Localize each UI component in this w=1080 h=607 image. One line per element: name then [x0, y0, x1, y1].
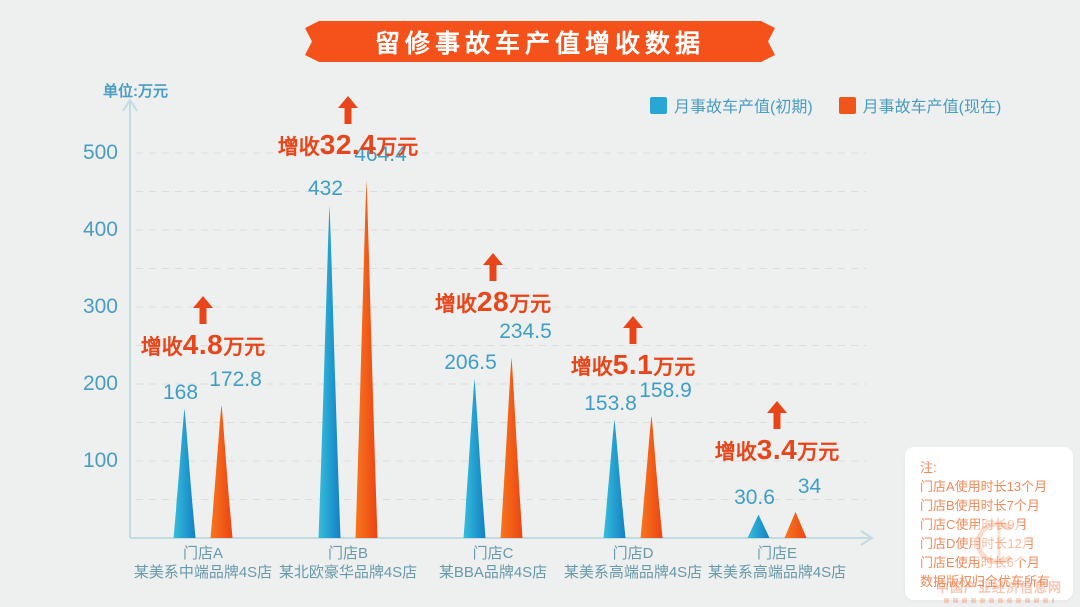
- x-label-name-1: 门店B: [327, 545, 369, 562]
- increase-arrow-icon-3: [623, 316, 643, 344]
- increase-arrow-icon-4: [767, 401, 787, 429]
- spike-current-1: [355, 180, 378, 539]
- annotation-pre-3: 增收: [570, 356, 613, 379]
- legend-item-initial: 月事故车产值(初期): [650, 93, 813, 117]
- x-axis-arrow-icon: [860, 530, 874, 546]
- note-line-1: 门店B使用时长7个月: [920, 498, 1040, 513]
- legend-item-current: 月事故车产值(现在): [838, 93, 1002, 117]
- increase-annotation-4: 增收 3.4 万元: [715, 434, 839, 466]
- value-label-initial-0: 168: [162, 380, 199, 404]
- value-label-initial-4: 30.6: [734, 486, 775, 510]
- increase-annotation-2: 增收 28 万元: [435, 286, 551, 318]
- x-label-desc-0: 某美系中端品牌4S店: [133, 564, 273, 581]
- x-label-desc-2: 某BBA品牌4S店: [438, 564, 548, 581]
- annotation-suf-3: 万元: [653, 356, 696, 379]
- y-tick-label: 200: [82, 372, 118, 395]
- increase-arrow-icon-1: [338, 96, 358, 124]
- spike-current-0: [210, 404, 233, 538]
- increase-arrow-icon-2: [483, 253, 503, 281]
- note-box: 注: 门店A使用时长13个月 门店B使用时长7个月 门店C使用时长9月 门店D使用时长…: [905, 447, 1073, 600]
- note-line-5: 数据版权归全优车所有: [920, 574, 1051, 589]
- value-label-initial-1: 432: [307, 177, 344, 201]
- annotation-suf-2: 万元: [509, 293, 552, 316]
- y-axis-arrow-icon: [122, 98, 138, 112]
- annotation-num-2: 28: [476, 286, 510, 317]
- legend-label-current: 月事故车产值(现在): [862, 99, 1002, 116]
- spike-initial-1: [318, 205, 341, 539]
- legend-swatch-current-icon: [838, 96, 856, 114]
- value-label-current-3: 158.9: [639, 378, 692, 402]
- y-tick-label: 100: [82, 449, 118, 472]
- legend-label-initial: 月事故车产值(初期): [674, 99, 813, 116]
- value-label-current-1: 464.4: [354, 143, 407, 167]
- annotation-num-4: 3.4: [756, 434, 798, 465]
- legend-swatch-initial-icon: [650, 96, 667, 114]
- increase-annotation-1: 增收 32.4 万元: [278, 129, 419, 161]
- x-label-name-4: 门店E: [756, 545, 798, 562]
- annotation-num-1: 32.4: [319, 129, 377, 160]
- value-label-current-4: 34: [797, 474, 822, 498]
- y-axis-unit-label: 单位:万元: [103, 83, 168, 100]
- value-label-current-0: 172.8: [209, 367, 262, 391]
- annotation-pre-1: 增收: [277, 136, 320, 159]
- note-line-2: 门店C使用时长9月: [920, 517, 1028, 532]
- annotation-suf-1: 万元: [376, 136, 419, 159]
- x-label-desc-1: 某北欧豪华品牌4S店: [278, 564, 418, 581]
- x-label-name-2: 门店C: [472, 545, 514, 562]
- y-tick-label: 400: [82, 218, 118, 241]
- annotation-num-3: 5.1: [612, 349, 654, 380]
- spike-initial-3: [603, 419, 626, 538]
- spike-initial-4: [747, 514, 770, 538]
- annotation-suf-0: 万元: [223, 336, 266, 359]
- annotation-pre-4: 增收: [714, 441, 757, 464]
- value-label-initial-2: 206.5: [444, 350, 497, 374]
- chart-legend: 月事故车产值(初期) 月事故车产值(现在): [650, 93, 1001, 117]
- increase-arrow-icon-0: [193, 296, 213, 324]
- x-label-name-3: 门店D: [612, 545, 654, 562]
- annotation-pre-0: 增收: [140, 336, 183, 359]
- x-label-desc-4: 某美系高端品牌4S店: [707, 564, 847, 581]
- x-label-name-0: 门店A: [182, 545, 224, 562]
- annotation-pre-2: 增收: [434, 293, 477, 316]
- spike-current-2: [500, 357, 523, 538]
- title-banner: 留修事故车产值增收数据: [305, 21, 775, 62]
- note-lines: 门店A使用时长13个月 门店B使用时长7个月 门店C使用时长9月 门店D使用时长12月…: [920, 477, 1073, 591]
- note-line-3: 门店D使用时长12月: [920, 536, 1035, 551]
- spike-current-4: [784, 511, 807, 538]
- increase-annotation-3: 增收 5.1 万元: [571, 349, 695, 381]
- note-title: 注:: [920, 460, 937, 475]
- annotation-num-0: 4.8: [182, 329, 224, 360]
- annotation-suf-4: 万元: [797, 441, 840, 464]
- y-tick-label: 300: [82, 295, 118, 318]
- value-label-initial-3: 153.8: [584, 391, 637, 415]
- page-title: 留修事故车产值增收数据: [374, 29, 705, 58]
- y-tick-label: 500: [82, 141, 118, 164]
- spike-current-3: [640, 415, 663, 538]
- spike-initial-0: [173, 408, 196, 538]
- x-label-desc-3: 某美系高端品牌4S店: [563, 564, 703, 581]
- value-label-current-2: 234.5: [499, 320, 552, 344]
- note-line-0: 门店A使用时长13个月: [920, 479, 1048, 494]
- note-line-4: 门店E使用时长6个月: [920, 555, 1040, 570]
- increase-annotation-0: 增收 4.8 万元: [141, 329, 265, 361]
- spike-initial-2: [463, 378, 486, 538]
